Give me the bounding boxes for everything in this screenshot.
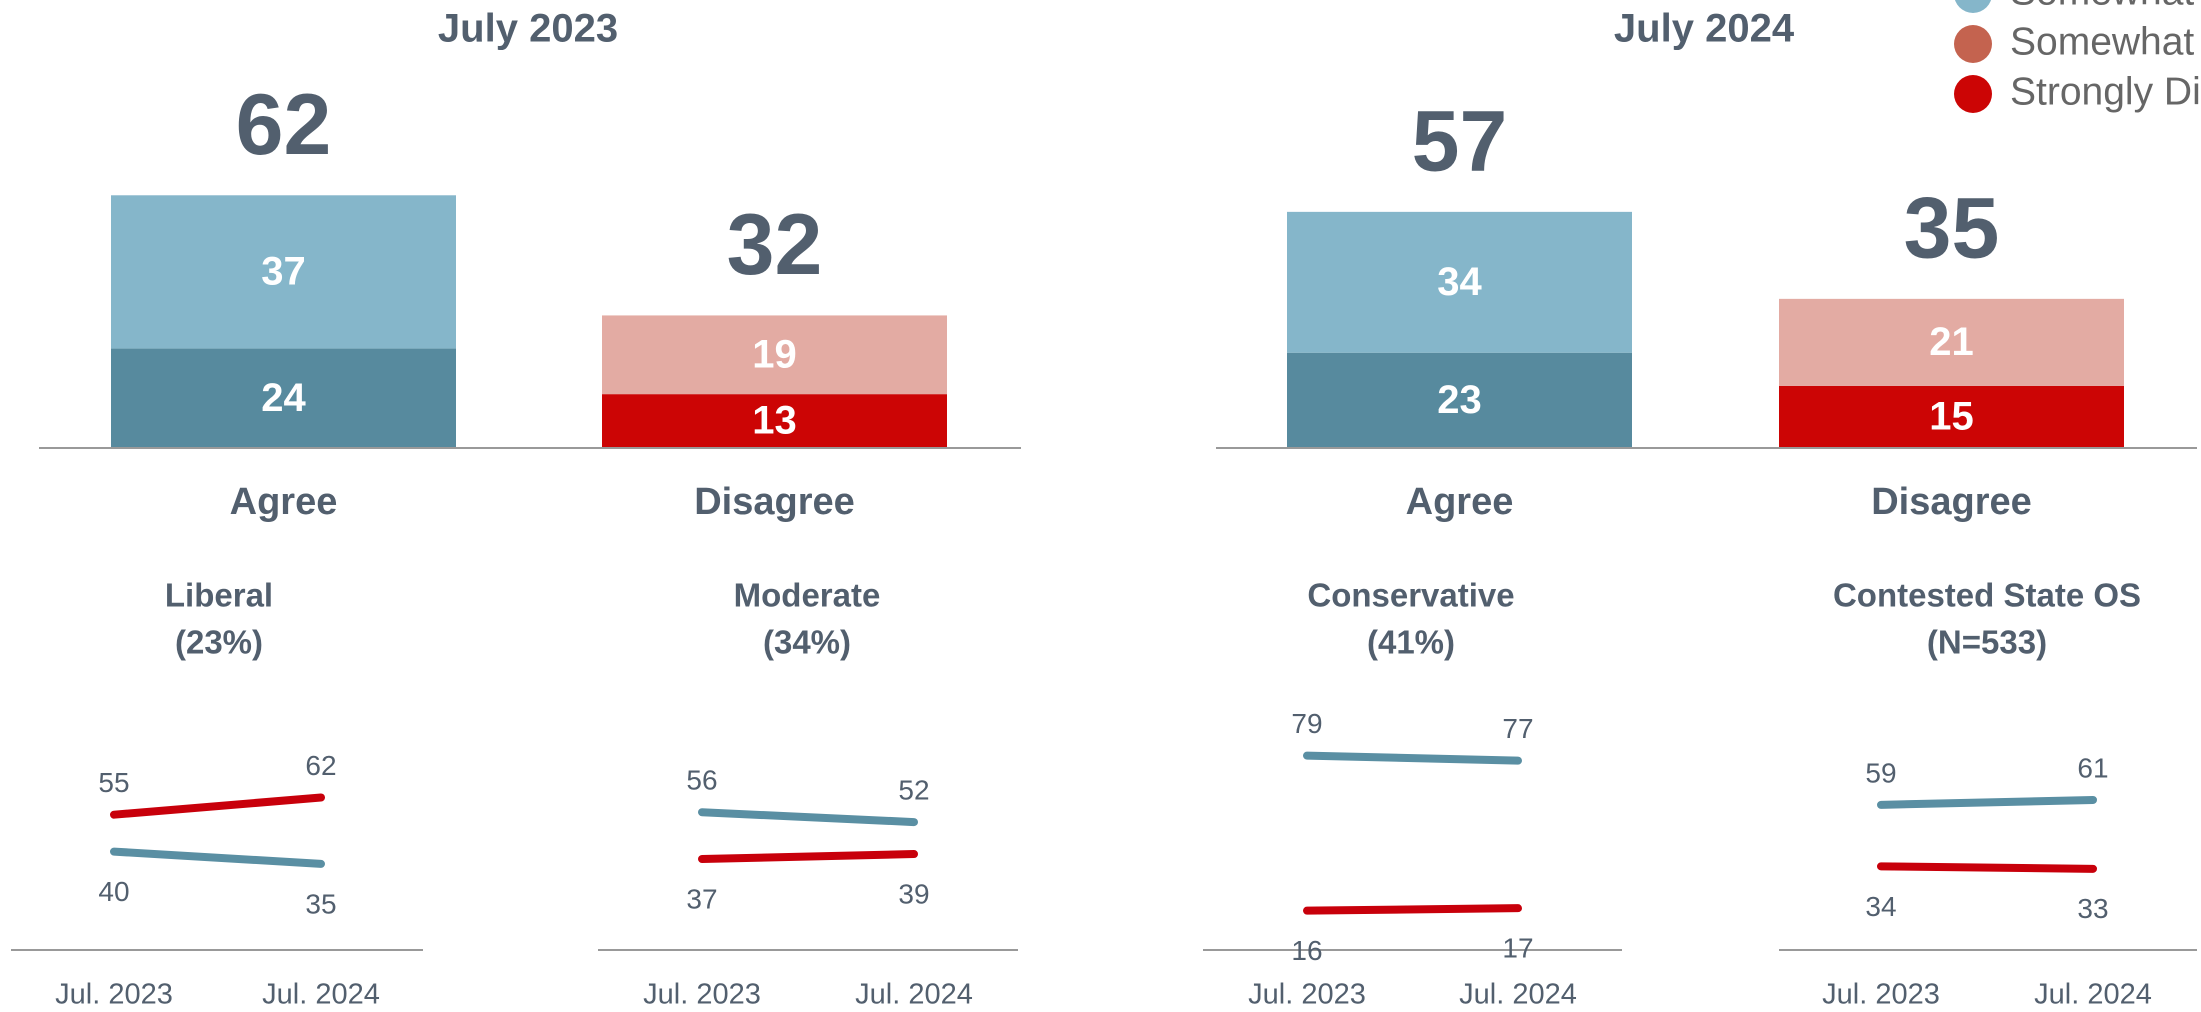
bar-segment (602, 394, 947, 448)
value-label: 52 (898, 774, 929, 805)
line (1303, 904, 1522, 915)
bar-segment (1287, 211, 1632, 353)
line (698, 850, 918, 863)
line (698, 808, 918, 827)
chart-subtitle: (34%) (763, 624, 851, 661)
bar-total: 57 (1412, 94, 1508, 190)
legend-marker (1954, 25, 1992, 63)
category-label: Agree (1406, 481, 1514, 523)
value-label: 56 (686, 765, 717, 796)
x-tick-label: Jul. 2024 (262, 979, 380, 1011)
chart-title: Liberal (165, 577, 273, 614)
legend-label: Strongly Di (2010, 70, 2201, 113)
bar-total: 32 (727, 197, 823, 293)
value-label: 55 (98, 767, 129, 798)
line (1303, 751, 1522, 765)
legend-marker (1954, 0, 1992, 13)
x-tick-label: Jul. 2023 (1822, 979, 1940, 1011)
legend-label: Somewhat (2010, 0, 2194, 13)
value-label: 34 (1865, 891, 1896, 922)
x-tick-label: Jul. 2023 (55, 979, 173, 1011)
x-tick-label: Jul. 2024 (1459, 979, 1577, 1011)
legend-marker (1954, 75, 1992, 113)
chart-subtitle: (23%) (175, 624, 263, 661)
value-label: 61 (2077, 752, 2108, 783)
bar-segment (1779, 298, 2124, 386)
value-label: 59 (1865, 757, 1896, 788)
bar-segment (111, 195, 456, 349)
bar-total: 35 (1904, 181, 2000, 277)
bar-total: 62 (236, 77, 332, 173)
segment-label: 23 (1437, 378, 1482, 422)
bar-segment (602, 315, 947, 395)
bar-segment (1287, 352, 1632, 448)
category-label: Agree (230, 481, 338, 523)
category-label: Disagree (1871, 481, 2032, 523)
line (110, 793, 325, 819)
chart-title: Moderate (734, 577, 881, 614)
chart-subtitle: (N=533) (1927, 624, 2047, 661)
segment-label: 21 (1929, 320, 1974, 364)
category-label: Disagree (694, 481, 855, 523)
value-label: 37 (686, 883, 717, 914)
line (110, 847, 325, 868)
x-tick-label: Jul. 2024 (2034, 979, 2152, 1011)
value-label: 77 (1502, 713, 1533, 744)
chart-title: July 2023 (438, 7, 618, 51)
value-label: 17 (1502, 933, 1533, 964)
chart-title: Conservative (1307, 577, 1514, 614)
line (1877, 862, 2097, 873)
chart-title: July 2024 (1614, 7, 1795, 51)
segment-label: 24 (261, 376, 306, 420)
line (1877, 795, 2097, 809)
x-tick-label: Jul. 2023 (1248, 979, 1366, 1011)
value-label: 39 (898, 878, 929, 909)
chart-title: Contested State OS (1833, 577, 2141, 614)
value-label: 33 (2077, 893, 2108, 924)
legend-label: Somewhat (2010, 20, 2194, 63)
value-label: 40 (98, 876, 129, 907)
segment-label: 13 (752, 399, 797, 443)
value-label: 16 (1291, 935, 1322, 966)
x-tick-label: Jul. 2024 (855, 979, 973, 1011)
segment-label: 15 (1929, 394, 1974, 438)
value-label: 79 (1291, 708, 1322, 739)
value-label: 62 (305, 750, 336, 781)
value-label: 35 (305, 888, 336, 919)
x-tick-label: Jul. 2023 (643, 979, 761, 1011)
segment-label: 37 (261, 249, 306, 293)
bar-segment (111, 348, 456, 448)
segment-label: 34 (1437, 260, 1482, 304)
bar-segment (1779, 385, 2124, 448)
segment-label: 19 (752, 332, 797, 376)
chart-subtitle: (41%) (1367, 624, 1455, 661)
